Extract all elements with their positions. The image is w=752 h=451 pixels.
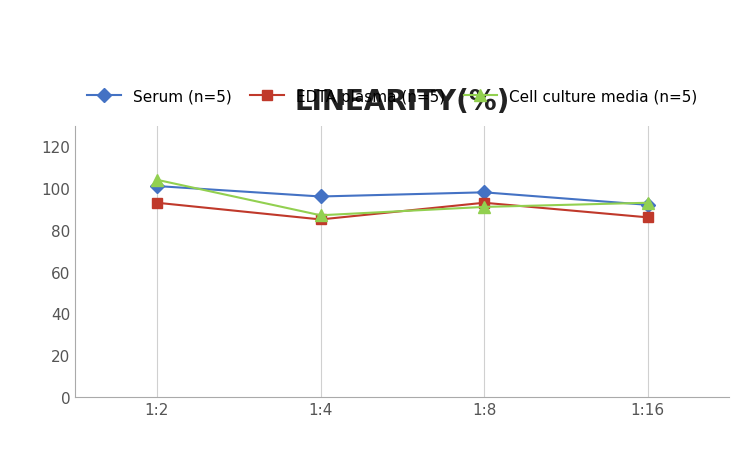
Cell culture media (n=5)	[480, 205, 489, 210]
Serum (n=5)	[643, 202, 652, 208]
Cell culture media (n=5)	[643, 201, 652, 206]
Title: LINEARITY(%): LINEARITY(%)	[295, 87, 510, 115]
Serum (n=5)	[153, 184, 162, 189]
EDTA plasma (n=5)	[316, 217, 325, 223]
Line: Cell culture media (n=5): Cell culture media (n=5)	[151, 175, 653, 221]
Serum (n=5)	[316, 194, 325, 200]
Cell culture media (n=5)	[316, 213, 325, 218]
Line: Serum (n=5): Serum (n=5)	[152, 182, 653, 210]
Line: EDTA plasma (n=5): EDTA plasma (n=5)	[152, 198, 653, 225]
EDTA plasma (n=5)	[480, 201, 489, 206]
Cell culture media (n=5)	[153, 178, 162, 183]
EDTA plasma (n=5)	[643, 215, 652, 221]
Serum (n=5)	[480, 190, 489, 196]
Legend: Serum (n=5), EDTA plasma (n=5), Cell culture media (n=5): Serum (n=5), EDTA plasma (n=5), Cell cul…	[83, 85, 702, 109]
EDTA plasma (n=5)	[153, 201, 162, 206]
